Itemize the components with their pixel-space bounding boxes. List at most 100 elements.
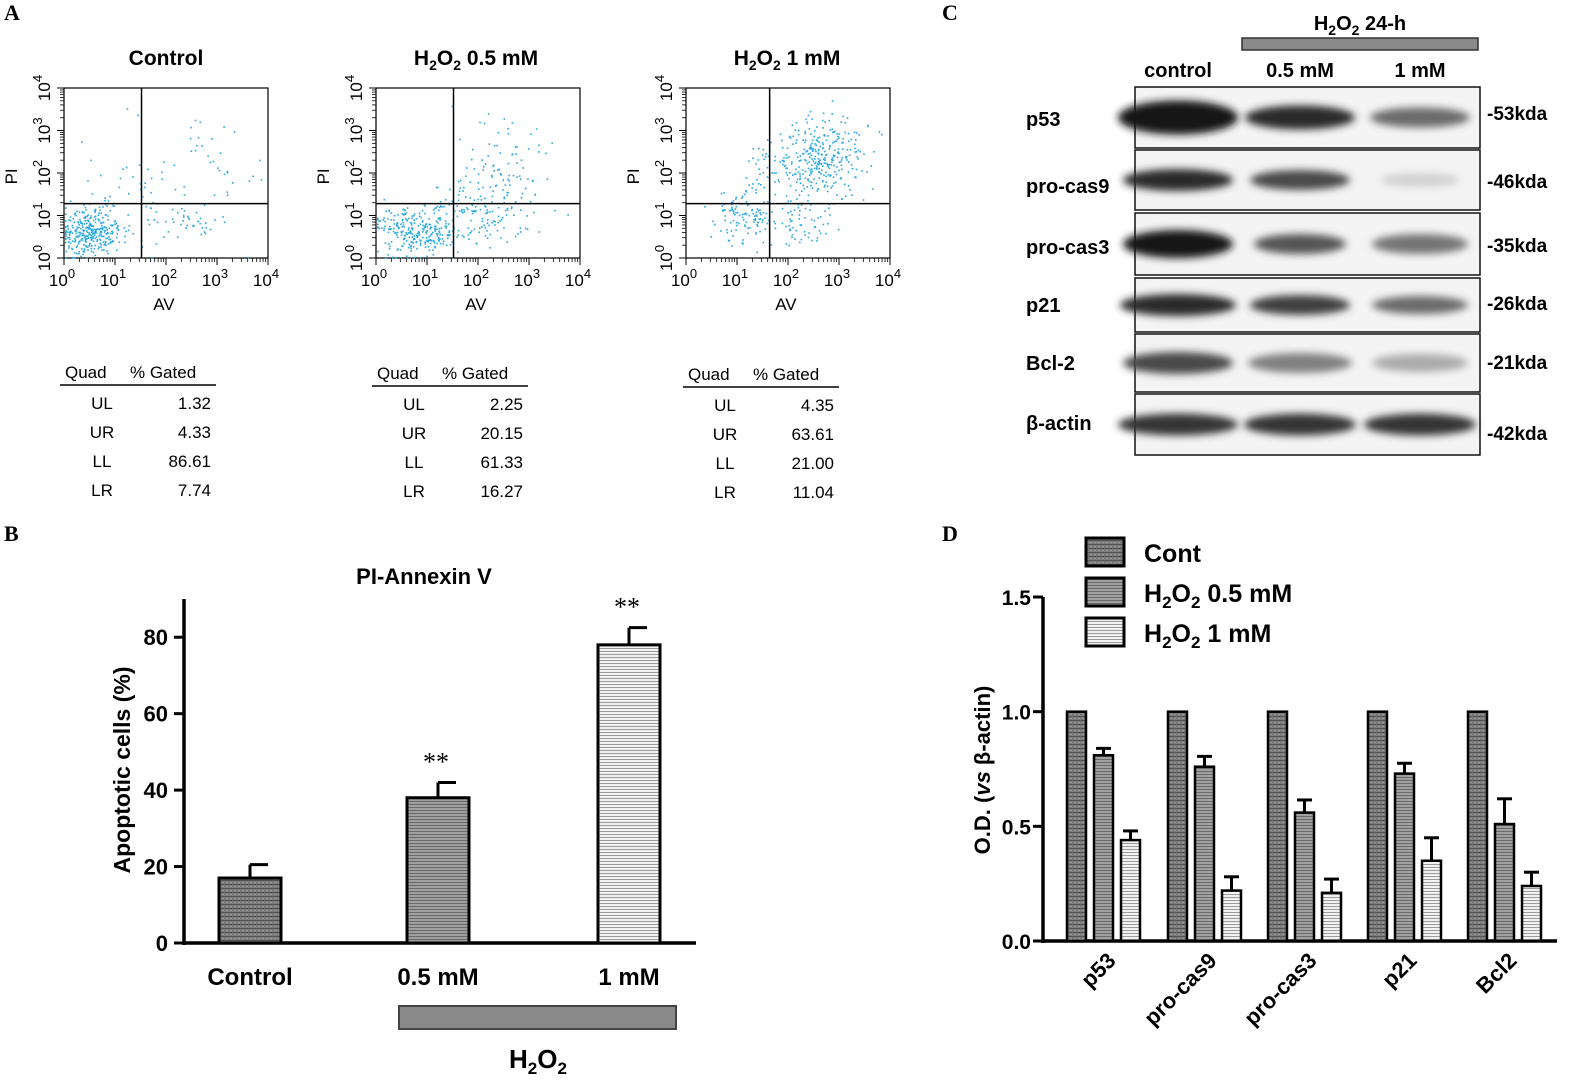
y-tick-label: 104 [652,75,676,101]
flow-dot [854,147,856,150]
flow-dot [831,128,834,131]
flow-dot [132,176,134,178]
flow-dot [448,231,450,233]
flow-dot [389,245,391,248]
chart-b-y-tick-label: 40 [144,778,168,803]
flow-dot [829,144,831,147]
flow-dot [402,221,404,224]
flow-dot [833,164,835,167]
flow-dot [78,224,80,226]
flow-dot [847,171,850,173]
flow-dot [710,236,712,238]
flow-dot [189,137,192,140]
chart-b-category-label: 1 mM [598,964,659,991]
flow-dot [428,236,430,238]
table-value-cell: 86.61 [168,452,211,471]
flow-dot [94,208,97,211]
flow-dot [807,153,810,155]
flow-dot [483,165,485,168]
flow-dot [818,164,820,166]
flow-dot [429,242,432,245]
flow-dot [99,242,102,244]
flow-dot [808,161,810,163]
flow-dot [436,228,438,230]
flow-dot [836,194,838,196]
flow-dot [741,241,744,244]
flow-dot [197,220,200,223]
flow-dot [468,238,470,241]
flow-dot [90,217,92,219]
flow-dot [848,154,851,156]
flow-dot [481,159,483,161]
flow-dot [804,170,807,173]
chart-d-category-label: Bcl2 [1471,948,1522,999]
flow-dot [444,198,447,201]
flow-dot [726,231,728,234]
chart-d-bar [1466,710,1489,943]
flow-dot [766,139,769,141]
flow-dot [93,247,96,250]
flow-dot [132,232,135,235]
flow-dot [71,232,74,234]
flow-dot [219,152,222,154]
flow-dot [781,207,784,210]
flow-dot [416,232,419,235]
flow-dot [81,224,84,226]
flow-dot [82,229,84,231]
flow-dot [802,173,804,176]
flow-dot [754,218,757,220]
flow-dot [813,226,816,229]
flow-dot [199,217,202,220]
flow-dot [436,205,439,208]
flow-dot [838,152,840,155]
flow-dot [410,227,413,229]
flow-dot [76,252,78,255]
flow-dot [396,223,398,226]
flow-dot [92,233,94,235]
flow-dot [486,209,488,211]
y-tick-label: 100 [342,245,366,271]
flow-dot [183,186,185,188]
flow-dot [741,216,744,219]
flow-dot [795,152,798,154]
flow-dot [467,208,469,211]
flow-dot [472,210,475,213]
flow-dot [106,215,109,217]
flow-dot [752,157,754,160]
flow-dot [503,196,506,199]
flow-dot [100,231,103,233]
flow-dot [466,207,468,209]
flow-dot [128,192,130,195]
flow-dot [81,239,83,242]
table-value-cell: 4.35 [801,396,834,415]
flow-dot [721,209,724,211]
flow-dot [791,214,793,216]
flow-dot [392,230,395,233]
flow-dot [846,159,848,161]
flow-dot [724,219,726,222]
flow-dot [209,228,212,231]
flow-dot [398,227,400,230]
flow-dot [813,130,816,132]
flow-dot [827,223,829,225]
chart-b-title: PI-Annexin V [356,564,492,589]
flow-dot [81,211,84,214]
flow-dot [494,185,497,187]
flow-dot [69,216,72,218]
flow-dot [763,201,765,204]
flow-dot [785,167,787,169]
flow-dot [83,223,86,225]
flow-dot [105,214,107,216]
flow-dot [799,241,801,244]
flow-dot [89,228,92,230]
flow-dot [143,186,146,189]
flow-dot [439,217,441,219]
flow-dot [749,227,751,229]
flow-dot [89,222,92,225]
flow-dot [831,100,834,102]
flow-dot [487,155,490,157]
flow-dot [445,244,448,246]
flow-dot [724,215,727,217]
flow-dot [428,249,431,252]
flow-dot [434,246,436,249]
